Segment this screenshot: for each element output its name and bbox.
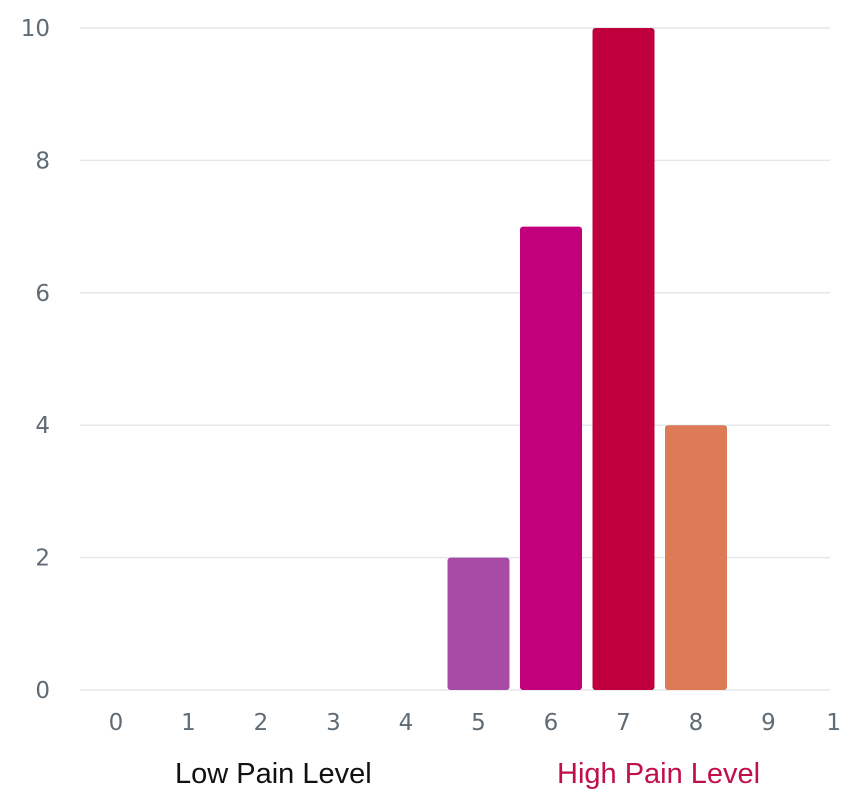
bar-5 [447, 557, 510, 690]
x-tick-label: 10 [826, 710, 842, 736]
y-tick-label: 10 [21, 16, 50, 42]
x-tick-label: 1 [181, 710, 196, 736]
x-tick-label: 0 [109, 710, 124, 736]
x-tick-label: 4 [399, 710, 414, 736]
bar-chart: 0 2 4 6 8 10 0 1 2 3 4 5 6 7 8 9 10 [21, 16, 842, 736]
low-pain-level-label: Low Pain Level [175, 758, 372, 790]
bar-8 [665, 425, 727, 690]
y-tick-label: 0 [35, 678, 50, 704]
x-tick-label: 6 [544, 710, 559, 736]
x-tick-label: 7 [616, 710, 631, 736]
x-tick-label: 8 [689, 710, 704, 736]
y-tick-label: 2 [35, 546, 50, 572]
high-pain-level-label: High Pain Level [557, 758, 761, 790]
bar-7 [592, 28, 655, 690]
y-tick-label: 6 [35, 281, 50, 307]
y-tick-label: 4 [35, 413, 50, 439]
x-tick-label: 5 [471, 710, 486, 736]
x-tick-label: 9 [761, 710, 776, 736]
bar-6 [520, 226, 582, 690]
y-tick-label: 8 [35, 148, 50, 174]
x-tick-label: 3 [326, 710, 341, 736]
x-tick-label: 2 [254, 710, 269, 736]
